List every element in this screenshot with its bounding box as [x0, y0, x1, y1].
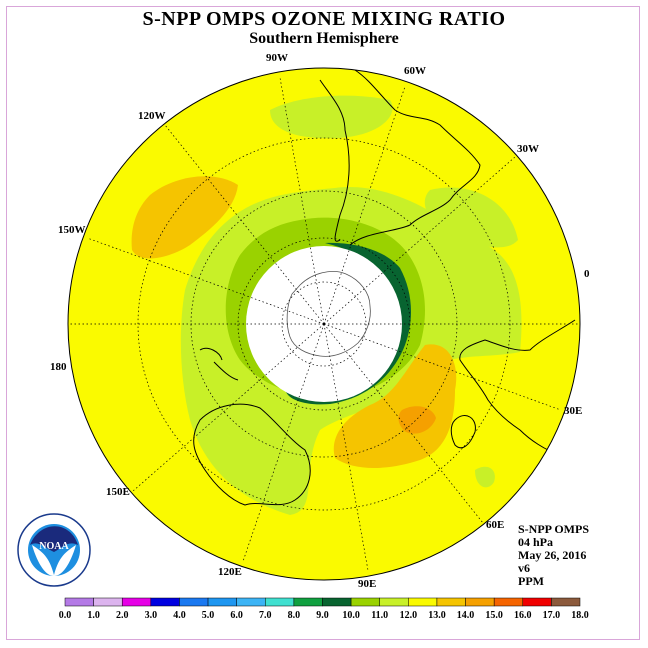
colorbar-swatch — [207, 597, 237, 607]
info-date: May 26, 2016 — [518, 548, 587, 562]
colorbar-swatch — [150, 597, 180, 607]
lon-label-120e: 120E — [218, 566, 242, 578]
colorbar-swatch — [436, 597, 466, 607]
info-instrument: S-NPP OMPS — [518, 522, 589, 536]
colorbar-tick-label: 14.0 — [457, 610, 475, 621]
colorbar-swatch — [322, 597, 352, 607]
colorbar-tick-label: 10.0 — [342, 610, 360, 621]
antarctica-outline — [286, 271, 371, 357]
lon-label-90w: 90W — [266, 52, 288, 64]
colorbar-swatch — [493, 597, 524, 607]
colorbar-tick-label: 6.0 — [230, 610, 243, 621]
colorbar-swatch — [179, 597, 209, 607]
colorbar-tick-label: 0.0 — [59, 610, 72, 621]
lon-label-150w: 150W — [58, 224, 86, 236]
colorbar-tick-label: 18.0 — [571, 610, 589, 621]
colorbar-tick-label: 9.0 — [316, 610, 329, 621]
colorbar-swatch — [265, 597, 295, 607]
colorbar-swatch — [93, 597, 123, 607]
map-subtitle: Southern Hemisphere — [249, 30, 399, 47]
colorbar-tick-label: 5.0 — [202, 610, 215, 621]
colorbar-tick-label: 8.0 — [288, 610, 301, 621]
colorbar-tick-label: 17.0 — [543, 610, 561, 621]
lon-label-0: 0 — [584, 268, 590, 280]
colorbar: 0.0 1.0 2.0 3.0 4.0 5.0 6.0 7.0 8.0 9.0 10.0 11.0 12… — [59, 597, 589, 621]
madagascar-coast — [450, 415, 476, 449]
colorbar-tick-label: 12.0 — [400, 610, 418, 621]
australia-coast — [193, 403, 311, 506]
lon-label-180: 180 — [50, 361, 67, 373]
map-title: S-NPP OMPS OZONE MIXING RATIO — [142, 8, 506, 30]
colorbar-tick-label: 4.0 — [173, 610, 186, 621]
info-units: PPM — [518, 574, 544, 588]
south-america-coast — [319, 69, 481, 246]
colorbar-tick-label: 16.0 — [514, 610, 532, 621]
info-version: v6 — [518, 561, 530, 575]
south-pole-marker — [322, 322, 326, 326]
colorbar-swatch — [350, 597, 380, 607]
colorbar-tick-label: 11.0 — [371, 610, 388, 621]
colorbar-swatch — [121, 597, 152, 607]
noaa-logo-text: NOAA — [39, 541, 69, 552]
lon-label-60e: 60E — [486, 519, 504, 531]
colorbar-swatch — [408, 597, 438, 607]
map-border — [67, 67, 581, 581]
lon-label-30e: 30E — [564, 405, 582, 417]
lon-label-60w: 60W — [404, 65, 426, 77]
africa-coast — [459, 319, 576, 456]
colorbar-swatch — [522, 597, 552, 607]
image-frame — [6, 6, 640, 640]
colorbar-tick-label: 7.0 — [259, 610, 272, 621]
info-level: 04 hPa — [518, 535, 554, 549]
lon-label-30w: 30W — [517, 143, 539, 155]
colorbar-swatch — [465, 597, 495, 607]
lon-label-90e: 90E — [358, 578, 376, 590]
ozone-contour-11-12-north — [270, 95, 393, 139]
colorbar-swatch — [551, 597, 581, 607]
colorbar-swatch — [64, 597, 94, 607]
ozone-contour-14-15 — [398, 406, 436, 434]
colorbar-tick-label: 15.0 — [485, 610, 503, 621]
ozone-contour-13-14-indian — [333, 344, 457, 468]
info-block: S-NPP OMPS 04 hPa May 26, 2016 v6 PPM — [518, 523, 589, 588]
new-zealand-coast — [199, 347, 239, 381]
ozone-contour-11-12-east — [424, 187, 518, 248]
lon-label-120w: 120W — [138, 110, 166, 122]
colorbar-swatch — [236, 597, 266, 607]
noaa-logo: NOAA — [17, 513, 91, 587]
colorbar-tick-label: 3.0 — [145, 610, 158, 621]
colorbar-tick-label: 2.0 — [116, 610, 129, 621]
colorbar-tick-label: 13.0 — [428, 610, 446, 621]
colorbar-swatch — [379, 597, 409, 607]
lon-label-150e: 150E — [106, 486, 130, 498]
ozone-contour-11-12-spot — [475, 466, 495, 488]
colorbar-tick-label: 1.0 — [87, 610, 100, 621]
colorbar-swatch — [293, 597, 323, 607]
ozone-contour-13-14-pacific — [131, 176, 238, 259]
graticule — [68, 77, 580, 571]
